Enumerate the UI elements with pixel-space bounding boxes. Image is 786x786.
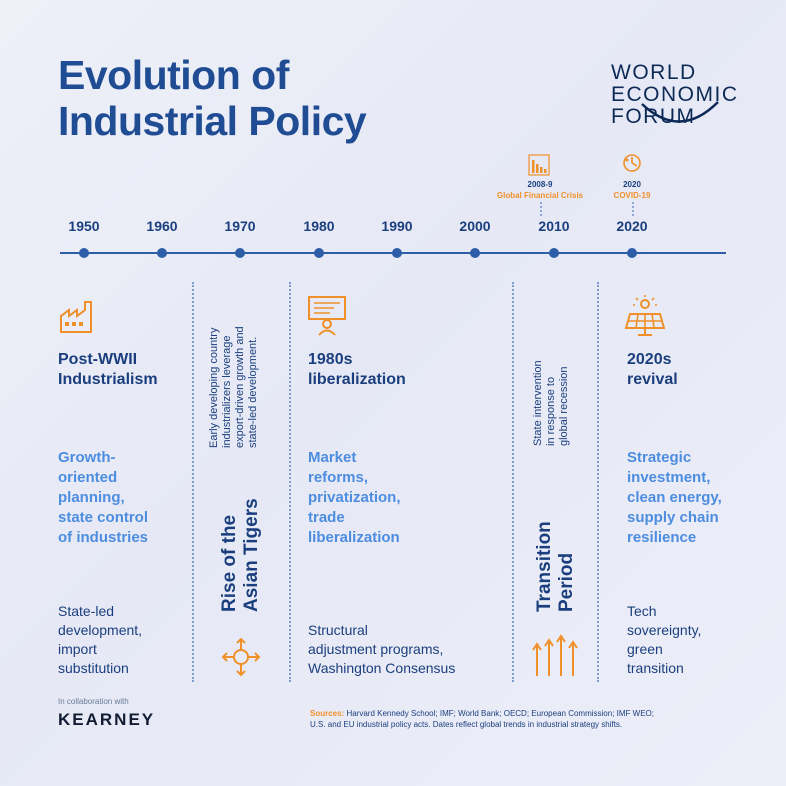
era-outcome-postwar: State-led development, import substituti… bbox=[58, 603, 143, 676]
sources-label: Sources: bbox=[310, 709, 345, 718]
declining-chart-icon bbox=[528, 154, 550, 176]
year-label: 2000 bbox=[459, 218, 491, 234]
timeline-dot bbox=[627, 248, 637, 258]
column-divider bbox=[512, 282, 514, 682]
era-policy-revival: Strategic investment, clean energy, supp… bbox=[627, 449, 722, 546]
event-label-covid: COVID-19 bbox=[613, 191, 651, 200]
column-divider bbox=[597, 282, 599, 682]
year-label: 1990 bbox=[381, 218, 413, 234]
event-label-gfc: Global Financial Crisis bbox=[496, 191, 584, 200]
timeline-dot bbox=[470, 248, 480, 258]
title-line-2: Industrial Policy bbox=[58, 98, 367, 144]
timeline-dot bbox=[235, 248, 245, 258]
timeline-dot bbox=[392, 248, 402, 258]
logo-line-2: ECONOMIC bbox=[611, 83, 739, 106]
collaboration-label: In collaboration with bbox=[58, 697, 129, 706]
expansion-arrows-icon bbox=[221, 637, 261, 677]
timeline-dot bbox=[79, 248, 89, 258]
era-heading-tigers: Rise of the Asian Tigers bbox=[219, 498, 262, 612]
era-policy-liberalization: Market reforms, privatization, trade lib… bbox=[308, 449, 401, 546]
year-label: 1960 bbox=[146, 218, 178, 234]
event-year-gfc: 2008-9 bbox=[527, 180, 553, 189]
column-divider bbox=[289, 282, 291, 682]
year-label: 1970 bbox=[224, 218, 256, 234]
era-outcome-revival: Tech sovereignty, green transition bbox=[627, 603, 702, 676]
partner-logo: KEARNEY bbox=[58, 710, 156, 729]
year-label: 2010 bbox=[538, 218, 570, 234]
solar-panel-icon bbox=[624, 295, 666, 336]
era-note-transition: State intervention in response to global… bbox=[532, 360, 570, 446]
column-divider bbox=[192, 282, 194, 682]
timeline-dot bbox=[157, 248, 167, 258]
page-title: Evolution of Industrial Policy bbox=[58, 52, 478, 144]
sources-text: Harvard Kennedy School; IMF; World Bank;… bbox=[346, 709, 654, 718]
factory-icon bbox=[60, 301, 92, 333]
presenter-icon bbox=[308, 296, 346, 336]
era-heading-revival: 2020s revival bbox=[627, 351, 678, 388]
event-connector bbox=[540, 202, 542, 216]
era-heading-transition: Transition Period bbox=[534, 521, 577, 612]
year-label: 2020 bbox=[616, 218, 648, 234]
wef-logo: WORLD ECONOMIC FORUM bbox=[611, 62, 751, 128]
year-label: 1980 bbox=[303, 218, 335, 234]
logo-arc-icon bbox=[641, 101, 719, 123]
sources-text-2: U.S. and EU industrial policy acts. Date… bbox=[310, 720, 623, 729]
event-connector bbox=[632, 202, 634, 216]
era-heading-postwar: Post-WWII Industrialism bbox=[58, 351, 158, 388]
logo-line-1: WORLD bbox=[611, 61, 697, 84]
era-outcome-liberalization: Structural adjustment programs, Washingt… bbox=[308, 622, 456, 676]
virus-icon bbox=[623, 154, 641, 172]
era-heading-liberalization: 1980s liberalization bbox=[308, 351, 406, 388]
year-label: 1950 bbox=[68, 218, 100, 234]
event-year-covid: 2020 bbox=[623, 180, 641, 189]
timeline-dot bbox=[549, 248, 559, 258]
era-policy-postwar: Growth- oriented planning, state control… bbox=[58, 449, 149, 546]
timeline-dot bbox=[314, 248, 324, 258]
title-line-1: Evolution of bbox=[58, 52, 289, 98]
era-note-tigers: Early developing country industrializers… bbox=[208, 326, 259, 448]
upward-arrows-icon bbox=[532, 634, 578, 676]
sources-note: Sources: Harvard Kennedy School; IMF; Wo… bbox=[310, 708, 750, 730]
